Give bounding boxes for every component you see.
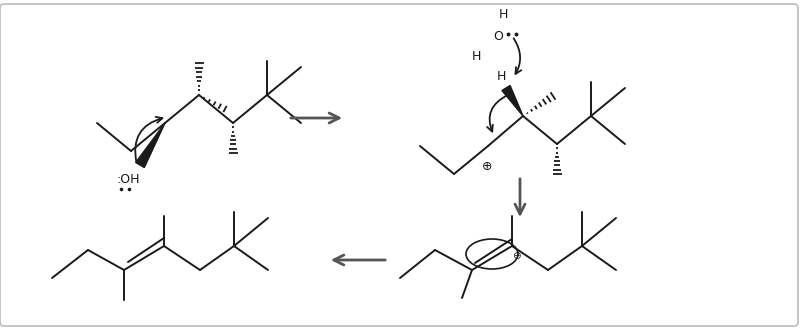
Text: :OH: :OH bbox=[116, 173, 140, 186]
Polygon shape bbox=[502, 86, 523, 116]
Text: H: H bbox=[496, 70, 506, 83]
Text: H: H bbox=[498, 8, 508, 20]
Text: O: O bbox=[493, 30, 503, 43]
FancyBboxPatch shape bbox=[0, 4, 798, 326]
Text: H: H bbox=[471, 50, 481, 63]
Text: ⊕: ⊕ bbox=[482, 159, 492, 173]
Polygon shape bbox=[136, 123, 165, 168]
Text: ⊕: ⊕ bbox=[512, 251, 520, 261]
